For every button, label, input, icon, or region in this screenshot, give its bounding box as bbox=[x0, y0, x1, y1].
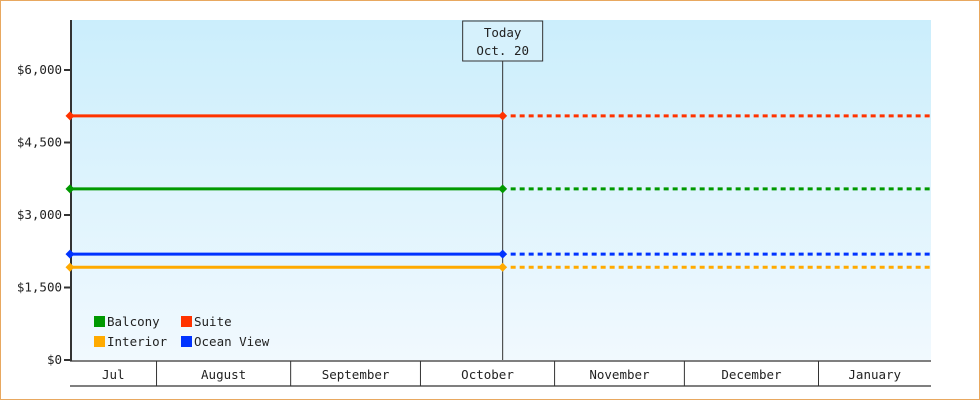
legend-swatch bbox=[94, 316, 105, 327]
data-point bbox=[498, 262, 508, 272]
today-date-label: Oct. 20 bbox=[476, 43, 529, 58]
month-label: October bbox=[461, 367, 514, 382]
legend-item: Interior bbox=[94, 334, 168, 349]
legend-label: Interior bbox=[107, 334, 168, 349]
legend-swatch bbox=[181, 336, 192, 347]
series-interior bbox=[65, 262, 931, 272]
series-balcony bbox=[65, 184, 931, 194]
month-label: September bbox=[322, 367, 390, 382]
data-point bbox=[498, 184, 508, 194]
y-tick-label: $3,000 bbox=[17, 207, 62, 222]
data-point bbox=[65, 249, 75, 259]
legend-label: Balcony bbox=[107, 314, 160, 329]
data-point bbox=[65, 111, 75, 121]
month-label: Jul bbox=[102, 367, 125, 382]
month-label: November bbox=[589, 367, 650, 382]
month-label: December bbox=[721, 367, 782, 382]
y-tick-label: $1,500 bbox=[17, 280, 62, 295]
y-tick-label: $6,000 bbox=[17, 62, 62, 77]
series-ocean-view bbox=[65, 249, 931, 259]
legend-label: Suite bbox=[194, 314, 232, 329]
legend-item: Balcony bbox=[94, 314, 160, 329]
data-point bbox=[65, 262, 75, 272]
legend-label: Ocean View bbox=[194, 334, 270, 349]
data-point bbox=[498, 111, 508, 121]
legend-item: Ocean View bbox=[181, 334, 270, 349]
month-label: January bbox=[848, 367, 901, 382]
data-point bbox=[65, 184, 75, 194]
series-suite bbox=[65, 111, 931, 121]
legend-item: Suite bbox=[181, 314, 232, 329]
legend-swatch bbox=[181, 316, 192, 327]
y-tick-label: $0 bbox=[47, 352, 62, 367]
month-label: August bbox=[201, 367, 246, 382]
data-point bbox=[498, 249, 508, 259]
legend-swatch bbox=[94, 336, 105, 347]
today-label-box bbox=[462, 20, 544, 62]
today-label: Today bbox=[484, 25, 522, 40]
y-tick-label: $4,500 bbox=[17, 135, 62, 150]
